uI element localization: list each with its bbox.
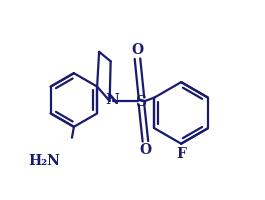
Text: O: O xyxy=(139,143,152,157)
Text: H₂N: H₂N xyxy=(28,154,60,168)
Text: F: F xyxy=(176,147,186,161)
Text: O: O xyxy=(131,43,144,57)
Text: N: N xyxy=(105,93,119,107)
Text: S: S xyxy=(136,95,147,109)
